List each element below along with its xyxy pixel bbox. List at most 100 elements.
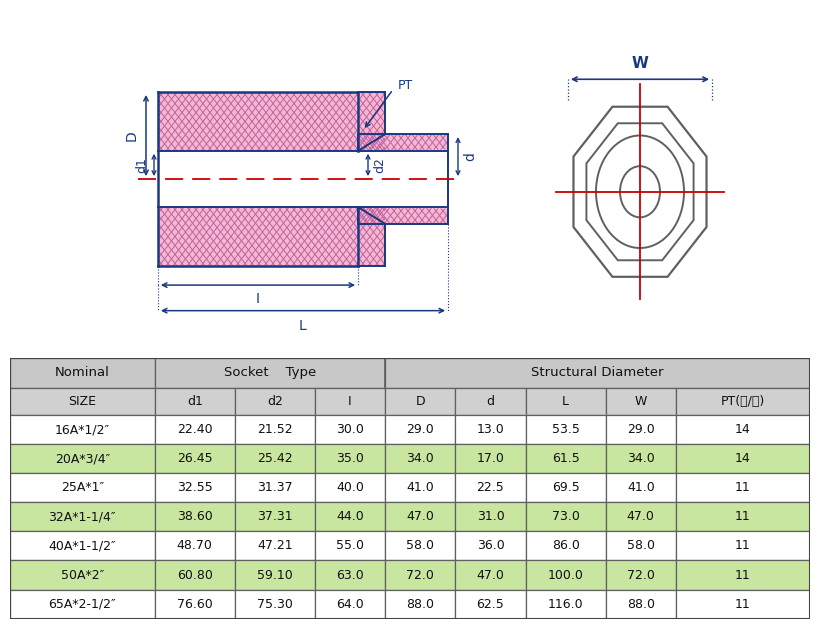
Text: 21.52: 21.52 [256,423,292,436]
Text: 116.0: 116.0 [547,598,583,610]
Bar [10,474,155,502]
Text: 29.0: 29.0 [626,423,654,436]
Text: 25.42: 25.42 [256,452,292,465]
Bar [385,415,455,445]
Text: 62.5: 62.5 [476,598,504,610]
Bar [10,502,155,531]
Text: 88.0: 88.0 [405,598,434,610]
Text: 63.0: 63.0 [336,568,364,582]
Bar [314,502,385,531]
Text: 41.0: 41.0 [626,482,654,494]
Bar [455,445,525,474]
Text: 31.37: 31.37 [256,482,292,494]
Text: 11: 11 [735,482,750,494]
Bar [605,474,675,502]
Bar [605,531,675,561]
Bar [155,474,234,502]
Bar [525,502,605,531]
Bar [10,561,155,590]
Bar [525,474,605,502]
Text: 41.0: 41.0 [406,482,433,494]
Text: 76.60: 76.60 [177,598,212,610]
Bar [525,388,605,415]
Bar [155,358,385,388]
Bar [314,590,385,619]
Text: 29.0: 29.0 [406,423,433,436]
Text: 44.0: 44.0 [336,511,364,524]
Bar [314,474,385,502]
Bar [155,445,234,474]
Bar [10,531,155,561]
Text: 32A*1-1/4″: 32A*1-1/4″ [48,511,116,524]
Text: 59.10: 59.10 [256,568,292,582]
Bar [234,415,314,445]
Bar [10,415,155,445]
Text: D: D [124,130,139,141]
Text: 32.55: 32.55 [177,482,212,494]
Text: 69.5: 69.5 [551,482,579,494]
Bar [155,531,234,561]
Bar [525,415,605,445]
Text: 64.0: 64.0 [336,598,364,610]
Text: 35.0: 35.0 [336,452,364,465]
Text: Nominal: Nominal [55,367,110,379]
Text: 47.21: 47.21 [256,539,292,553]
Bar [455,388,525,415]
Bar [314,415,385,445]
Polygon shape [358,207,385,266]
Text: 17.0: 17.0 [476,452,504,465]
Bar [455,590,525,619]
Text: L: L [562,395,568,408]
Bar [605,561,675,590]
Text: W: W [631,57,648,72]
Text: 11: 11 [735,598,750,610]
Text: 48.70: 48.70 [177,539,212,553]
Bar [605,590,675,619]
Text: Socket    Type: Socket Type [224,367,315,379]
Bar [455,415,525,445]
Bar [234,474,314,502]
Text: 16A*1/2″: 16A*1/2″ [55,423,110,436]
Text: 61.5: 61.5 [551,452,579,465]
Text: 86.0: 86.0 [551,539,579,553]
Bar [155,561,234,590]
Text: 37.31: 37.31 [256,511,292,524]
Bar [155,388,234,415]
Bar [675,502,809,531]
Text: d: d [463,152,477,161]
Text: 13.0: 13.0 [476,423,504,436]
Bar [385,561,455,590]
Bar [385,474,455,502]
Bar [385,358,809,388]
Text: Structural Diameter: Structural Diameter [531,367,663,379]
Text: 34.0: 34.0 [406,452,433,465]
Bar [314,445,385,474]
Bar [234,502,314,531]
Bar [234,531,314,561]
Bar [155,590,234,619]
Text: 11: 11 [735,568,750,582]
Text: I: I [348,395,351,408]
Text: 14: 14 [735,452,750,465]
Bar [525,531,605,561]
Bar [155,415,234,445]
Bar [10,590,155,619]
Text: d1: d1 [135,157,148,173]
Bar [605,502,675,531]
Text: I: I [256,292,260,306]
Bar [675,445,809,474]
Text: 11: 11 [735,511,750,524]
Text: d1: d1 [187,395,202,408]
Bar [525,561,605,590]
Text: 34.0: 34.0 [626,452,654,465]
Text: PT: PT [397,79,413,92]
Polygon shape [158,207,358,266]
Text: 40A*1-1/2″: 40A*1-1/2″ [48,539,116,553]
Text: L: L [299,319,306,333]
Bar [314,388,385,415]
Bar [605,388,675,415]
Bar [10,358,155,388]
Bar [525,590,605,619]
Text: 88.0: 88.0 [626,598,654,610]
Text: 22.40: 22.40 [177,423,212,436]
